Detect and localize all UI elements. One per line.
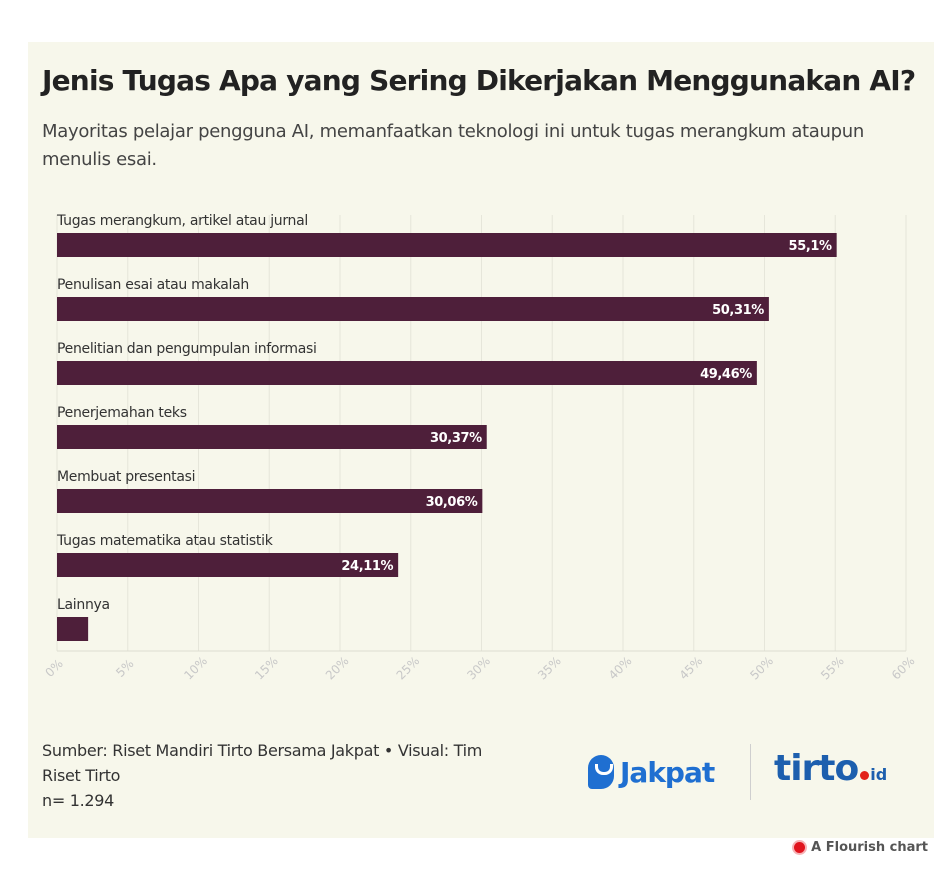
partner-logos: Jakpat tirto id (588, 740, 908, 804)
category-label: Lainnya (57, 597, 110, 613)
tirto-dot-icon (860, 771, 870, 780)
category-label: Penelitian dan pengumpulan informasi (57, 341, 317, 357)
bar (57, 361, 757, 385)
bar-value-label: 24,11% (341, 559, 393, 574)
x-tick-label: 0% (42, 656, 65, 679)
bar-value-label: 50,31% (712, 303, 764, 318)
bar (57, 553, 399, 577)
source-note: Sumber: Riset Mandiri Tirto Bersama Jakp… (42, 738, 522, 813)
flourish-credit-label: A Flourish chart (811, 840, 928, 855)
x-tick-label: 55% (818, 654, 847, 683)
flourish-credit[interactable]: A Flourish chart (794, 840, 928, 855)
flourish-logo-icon (794, 842, 806, 853)
category-label: Penerjemahan teks (57, 405, 187, 421)
tirto-logo: tirto id (774, 748, 887, 796)
tirto-wordmark: tirto (774, 748, 859, 789)
x-tick-label: 20% (323, 654, 352, 683)
bar-value-label: 30,37% (430, 431, 482, 446)
tirto-suffix: id (870, 765, 888, 784)
x-tick-label: 40% (606, 654, 635, 683)
bar (57, 233, 837, 257)
sample-size: n= 1.294 (42, 791, 115, 810)
chart-title: Jenis Tugas Apa yang Sering Dikerjakan M… (42, 64, 916, 97)
jakpat-chat-icon (588, 755, 614, 789)
category-label: Tugas merangkum, artikel atau jurnal (56, 213, 308, 229)
x-tick-label: 5% (113, 656, 136, 679)
bar (57, 425, 487, 449)
x-tick-label: 60% (889, 654, 918, 683)
bar-value-label: 55,1% (789, 239, 832, 254)
category-label: Tugas matematika atau statistik (56, 533, 274, 549)
bar-value-label: 30,06% (426, 495, 478, 510)
category-label: Membuat presentasi (57, 469, 195, 485)
source-text: Sumber: Riset Mandiri Tirto Bersama Jakp… (42, 741, 483, 785)
bar-value-label: 49,46% (700, 367, 752, 382)
x-tick-label: 30% (464, 654, 493, 683)
x-tick-label: 45% (677, 654, 706, 683)
x-tick-label: 35% (535, 654, 564, 683)
bar (57, 617, 89, 641)
jakpat-wordmark: Jakpat (620, 755, 715, 789)
x-tick-label: 15% (252, 654, 281, 683)
jakpat-logo: Jakpat (588, 750, 715, 794)
x-tick-label: 10% (181, 654, 210, 683)
x-tick-label: 50% (747, 654, 776, 683)
x-tick-label: 25% (394, 654, 423, 683)
chart-subtitle: Mayoritas pelajar pengguna AI, memanfaat… (42, 121, 864, 170)
logo-divider (750, 744, 751, 800)
bar (57, 297, 769, 321)
bar (57, 489, 483, 513)
category-label: Penulisan esai atau makalah (57, 277, 249, 293)
